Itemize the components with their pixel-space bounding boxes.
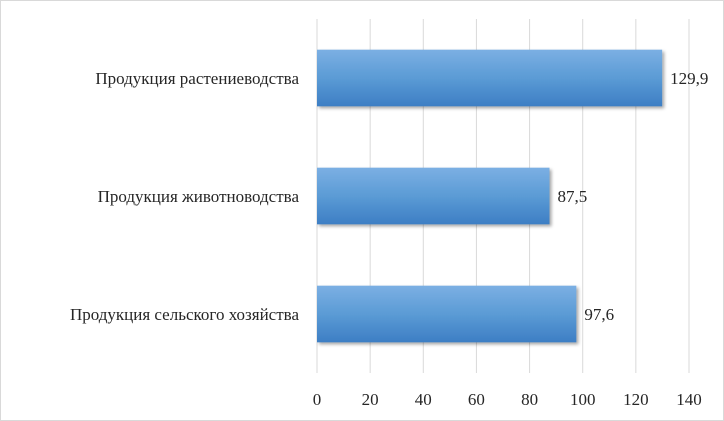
bars bbox=[317, 49, 663, 343]
x-tick-label: 80 bbox=[521, 390, 538, 409]
bar bbox=[317, 167, 550, 225]
labels: 0 20 40 60 80 100 120 140 Продукция растениеводс… bbox=[70, 69, 708, 409]
category-label: Продукция животноводства bbox=[98, 187, 300, 206]
x-tick-label: 100 bbox=[570, 390, 596, 409]
bar bbox=[317, 49, 663, 107]
category-label: Продукция растениеводства bbox=[95, 69, 299, 88]
x-tick-label: 140 bbox=[676, 390, 702, 409]
x-tick-label: 0 bbox=[313, 390, 322, 409]
x-tick-label: 60 bbox=[468, 390, 485, 409]
data-label: 129,9 bbox=[670, 69, 708, 88]
data-label: 87,5 bbox=[558, 187, 588, 206]
x-tick-label: 20 bbox=[362, 390, 379, 409]
category-label: Продукция сельского хозяйства bbox=[70, 305, 299, 324]
data-label: 97,6 bbox=[584, 305, 614, 324]
x-tick-label: 120 bbox=[623, 390, 649, 409]
x-tick-label: 40 bbox=[415, 390, 432, 409]
bar bbox=[317, 285, 577, 343]
